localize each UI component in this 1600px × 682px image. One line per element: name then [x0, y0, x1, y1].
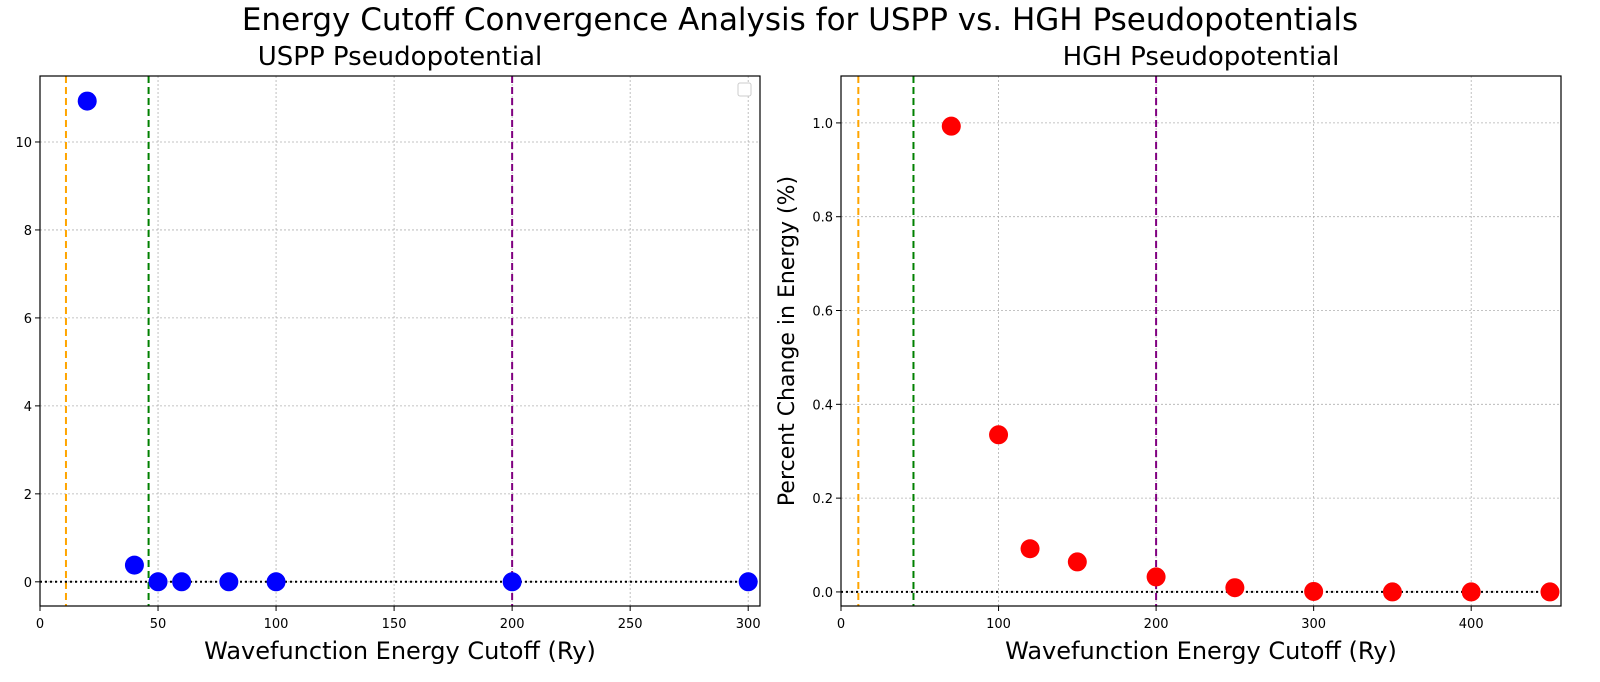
- data-point: [1020, 539, 1040, 559]
- y-tick-label: 0.2: [812, 492, 833, 507]
- data-point: [124, 555, 144, 575]
- hgh-plot: 0 100 200 300 400 0.0 0.2 0.4 0.6 0.8 1.0 HGH Pseud…: [775, 42, 1562, 665]
- panel-title: HGH Pseudopotential: [1063, 42, 1340, 72]
- data-point: [77, 91, 97, 111]
- x-tick-label: 250: [618, 617, 643, 632]
- figure-title: Energy Cutoff Convergence Analysis for U…: [241, 2, 1359, 38]
- data-point: [1067, 552, 1087, 572]
- y-tick-label: 0.6: [812, 305, 833, 320]
- y-tick-label: 6: [24, 312, 32, 327]
- y-tick-label: 2: [24, 488, 32, 503]
- data-point: [266, 572, 286, 592]
- x-tick-label: 0: [36, 617, 44, 632]
- y-tick-label: 1.0: [812, 117, 833, 132]
- x-axis-label: Wavefunction Energy Cutoff (Ry): [204, 637, 596, 665]
- axes-frame: [840, 75, 1562, 607]
- x-tick-label: 150: [382, 617, 407, 632]
- x-tick-label: 300: [736, 617, 761, 632]
- y-axis-label: Percent Change in Energy (%): [775, 176, 800, 506]
- panel-title: USPP Pseudopotential: [258, 42, 542, 72]
- legend-box: [737, 82, 752, 97]
- x-tick-label: 50: [150, 617, 167, 632]
- y-tick-label: 0.0: [812, 586, 833, 601]
- data-point: [1540, 582, 1560, 602]
- y-tick-label: 0: [24, 576, 32, 591]
- data-point: [172, 572, 192, 592]
- data-point: [941, 116, 961, 136]
- x-tick-label: 300: [1301, 617, 1326, 632]
- y-tick-label: 8: [24, 224, 32, 239]
- data-point: [738, 572, 758, 592]
- data-point: [219, 572, 239, 592]
- uspp-plot: 0 50 100 150 200 250 300 0 2 4 6 8 10 USPP Pseudopote…: [15, 42, 760, 665]
- y-tick-label: 4: [24, 400, 32, 415]
- x-tick-label: 100: [264, 617, 289, 632]
- data-point: [989, 425, 1009, 445]
- x-tick-label: 400: [1459, 617, 1484, 632]
- x-tick-label: 100: [986, 617, 1011, 632]
- axes-frame: [39, 75, 761, 607]
- x-tick-label: 0: [837, 617, 845, 632]
- x-tick-label: 200: [1144, 617, 1169, 632]
- x-tick-label: 200: [500, 617, 525, 632]
- data-point: [1461, 582, 1481, 602]
- y-tick-label: 10: [15, 136, 32, 151]
- y-tick-label: 0.4: [812, 398, 833, 413]
- data-point: [148, 572, 168, 592]
- y-tick-label: 0.8: [812, 211, 833, 226]
- data-point: [502, 572, 522, 592]
- x-axis-label: Wavefunction Energy Cutoff (Ry): [1005, 637, 1397, 665]
- data-point: [1382, 582, 1402, 602]
- data-point: [1225, 578, 1245, 598]
- data-point: [1146, 567, 1166, 587]
- data-point: [1304, 581, 1324, 601]
